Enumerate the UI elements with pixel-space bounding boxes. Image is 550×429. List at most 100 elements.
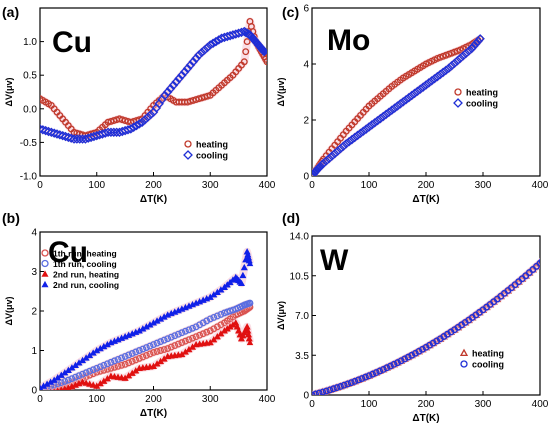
data-point bbox=[52, 129, 62, 139]
y-tick-label: 0.0 bbox=[23, 104, 37, 115]
data-point bbox=[398, 97, 408, 107]
data-point bbox=[322, 387, 330, 395]
y-tick-label: 0 bbox=[31, 386, 37, 397]
data-point bbox=[139, 345, 147, 353]
data-point bbox=[441, 65, 451, 76]
x-tick-label: 100 bbox=[361, 180, 378, 191]
y-tick-label: 14.0 bbox=[290, 232, 310, 243]
data-point bbox=[177, 70, 187, 80]
data-point bbox=[243, 38, 251, 46]
data-point bbox=[217, 321, 225, 329]
chart-panel-b: (b) Cu 0 100 200 300 400 0 1 2 3 4 ΔT(K) ΔV(μv) 1th ru… bbox=[2, 210, 276, 419]
data-point bbox=[407, 90, 417, 101]
data-point bbox=[134, 119, 145, 129]
data-point bbox=[178, 329, 186, 337]
data-point bbox=[189, 334, 196, 342]
data-point bbox=[364, 122, 374, 132]
data-point bbox=[111, 363, 118, 371]
legend-label: 2nd run, cooling bbox=[53, 280, 119, 290]
data-point bbox=[135, 354, 143, 362]
data-point bbox=[319, 388, 327, 395]
data-point bbox=[165, 83, 176, 94]
data-point bbox=[43, 126, 54, 137]
x-tick-label: 0 bbox=[37, 180, 43, 191]
data-point bbox=[344, 380, 352, 388]
data-point bbox=[210, 325, 218, 333]
data-point bbox=[358, 126, 369, 136]
data-point bbox=[435, 69, 445, 80]
x-axis-label: ΔT(K) bbox=[140, 194, 167, 205]
data-point bbox=[174, 330, 182, 338]
legend-label: heating bbox=[466, 88, 498, 98]
x-tick-label: 0 bbox=[309, 399, 315, 410]
data-point bbox=[418, 345, 426, 353]
data-point bbox=[157, 338, 165, 346]
data-point bbox=[237, 279, 245, 287]
data-point bbox=[326, 386, 334, 394]
data-point bbox=[53, 388, 56, 390]
data-point bbox=[181, 327, 189, 335]
series-1 bbox=[312, 257, 540, 395]
data-point bbox=[121, 352, 129, 360]
data-point bbox=[361, 373, 369, 381]
data-point bbox=[458, 51, 468, 61]
legend-marker bbox=[459, 348, 469, 357]
data-point bbox=[321, 156, 331, 166]
data-point bbox=[46, 389, 48, 390]
data-point bbox=[132, 348, 140, 356]
data-point bbox=[240, 263, 248, 271]
legend-label: cooling bbox=[472, 360, 504, 370]
data-point bbox=[466, 43, 477, 54]
data-point bbox=[100, 366, 108, 374]
data-point bbox=[60, 131, 71, 142]
chart-panel-a: (a) Cu 0 100 200 300 400 -1.0 -0.5 0.0 0.5 1.0 ΔT(K)… bbox=[2, 4, 276, 205]
data-point bbox=[135, 347, 143, 354]
data-point bbox=[449, 58, 460, 69]
data-point bbox=[185, 60, 196, 70]
data-point bbox=[378, 111, 388, 122]
data-point bbox=[199, 319, 207, 327]
data-point bbox=[146, 350, 154, 358]
data-point bbox=[140, 115, 150, 125]
data-point bbox=[312, 391, 316, 395]
y-tick-label: 0 bbox=[303, 391, 309, 402]
data-point bbox=[202, 42, 213, 53]
data-point bbox=[358, 375, 366, 382]
x-tick-label: 300 bbox=[202, 394, 219, 405]
data-point bbox=[160, 90, 170, 101]
data-point bbox=[365, 372, 373, 380]
data-point bbox=[63, 132, 74, 143]
data-point bbox=[174, 73, 184, 84]
y-tick-label: 2 bbox=[31, 307, 37, 318]
data-point bbox=[541, 256, 547, 261]
panel-label: (a) bbox=[2, 4, 19, 20]
legend-label: heating bbox=[472, 349, 504, 359]
data-point bbox=[351, 377, 359, 385]
data-point bbox=[329, 385, 337, 393]
data-point bbox=[475, 34, 485, 44]
data-point bbox=[160, 346, 168, 353]
x-axis-label: ΔT(K) bbox=[140, 408, 167, 419]
data-point bbox=[242, 48, 250, 56]
data-point bbox=[455, 53, 465, 64]
panel-label: (b) bbox=[2, 210, 20, 226]
data-point bbox=[206, 327, 214, 335]
data-point bbox=[372, 115, 383, 126]
legend-marker bbox=[454, 88, 462, 96]
data-point bbox=[139, 353, 147, 361]
data-point bbox=[338, 141, 349, 151]
x-tick-label: 100 bbox=[88, 394, 105, 405]
data-point bbox=[418, 82, 428, 92]
legend-label: 2nd run, heating bbox=[53, 270, 119, 280]
data-point bbox=[375, 113, 386, 124]
data-point bbox=[444, 63, 454, 73]
data-point bbox=[361, 124, 371, 134]
x-tick-label: 300 bbox=[475, 399, 492, 410]
data-point bbox=[192, 323, 200, 331]
data-point bbox=[131, 120, 142, 131]
series-2 bbox=[40, 318, 254, 390]
data-point bbox=[82, 379, 90, 386]
data-point bbox=[355, 128, 366, 139]
panel-label: (d) bbox=[282, 210, 300, 226]
data-point bbox=[344, 136, 354, 147]
